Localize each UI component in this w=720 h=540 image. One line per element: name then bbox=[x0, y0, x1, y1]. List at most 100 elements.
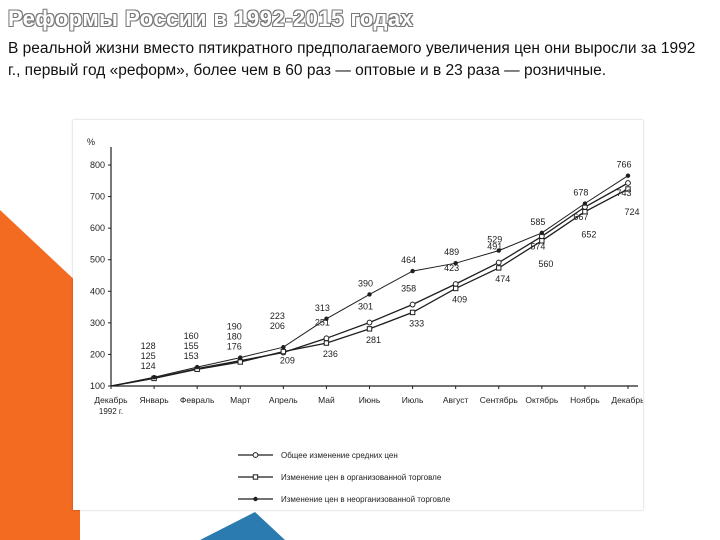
data-label-series-3: 464 bbox=[401, 255, 416, 265]
data-label-series-2: 652 bbox=[581, 230, 596, 240]
series-3-point bbox=[281, 344, 286, 350]
orange-triangle-decoration bbox=[0, 210, 80, 540]
y-tick-label: 600 bbox=[90, 223, 105, 233]
data-label-series-3: 678 bbox=[573, 188, 588, 198]
series-2-point bbox=[237, 359, 243, 365]
y-tick-label: 300 bbox=[90, 318, 105, 328]
series-2-point bbox=[323, 340, 330, 346]
blue-corner-decoration bbox=[200, 512, 285, 540]
data-label-series-1: 358 bbox=[401, 284, 416, 294]
series-1-point bbox=[625, 180, 631, 186]
series-3-point bbox=[238, 355, 243, 360]
series-3-point bbox=[453, 260, 458, 266]
series-3-point bbox=[410, 268, 415, 274]
data-label-series-3: 313 bbox=[315, 303, 330, 313]
series-3-point bbox=[496, 248, 501, 253]
series-3-point bbox=[539, 230, 545, 236]
y-tick-label: 200 bbox=[90, 349, 105, 359]
x-tick-label: Март bbox=[230, 395, 250, 405]
data-label-series-3: 190 bbox=[227, 322, 242, 332]
series-2-point bbox=[625, 186, 631, 192]
data-label-series-3: 585 bbox=[530, 217, 545, 227]
data-label-series-2: 176 bbox=[227, 342, 242, 352]
data-label-series-1: 155 bbox=[184, 341, 199, 351]
data-label-series-1: 206 bbox=[270, 321, 285, 331]
series-1-point bbox=[452, 281, 459, 287]
data-label-series-3: 390 bbox=[358, 278, 373, 288]
legend-marker-2 bbox=[252, 474, 259, 480]
series-1-point bbox=[409, 301, 416, 308]
data-label-series-3: 766 bbox=[616, 160, 631, 170]
data-label-series-1: 180 bbox=[227, 332, 242, 342]
series-3-point bbox=[367, 292, 372, 297]
y-tick-label: 800 bbox=[90, 160, 105, 170]
series-3-point bbox=[625, 173, 631, 178]
data-label-series-1: 251 bbox=[315, 317, 330, 327]
chart-card: % 100 200 300 400 500 600 700 800 Декабрь Январь Фе… bbox=[73, 120, 643, 510]
series-3-point bbox=[324, 316, 329, 321]
series-1-point bbox=[495, 259, 502, 266]
data-label-series-2: 724 bbox=[624, 207, 639, 217]
data-label-series-3: 489 bbox=[444, 247, 459, 257]
y-tick-label: 700 bbox=[90, 192, 105, 202]
x-tick-label: Декабрь bbox=[94, 395, 128, 405]
data-label-series-2: 474 bbox=[495, 274, 510, 284]
series-2-point bbox=[366, 326, 373, 332]
series-2-point bbox=[280, 348, 287, 355]
data-label-series-2: 236 bbox=[323, 349, 338, 359]
x-tick-label: Апрель bbox=[269, 395, 298, 405]
series-3-point bbox=[151, 374, 157, 380]
y-tick-label: 400 bbox=[90, 286, 105, 296]
series-2-point bbox=[582, 209, 588, 215]
data-label-series-1: 574 bbox=[530, 241, 545, 251]
series-2-point bbox=[409, 309, 416, 316]
data-label-series-2: 209 bbox=[280, 356, 295, 366]
legend-marker-3 bbox=[253, 496, 258, 502]
legend-label-2: Изменение цен в организованной торговле bbox=[281, 473, 442, 482]
slide-text: В реальной жизни вместо пятикратного пре… bbox=[8, 40, 696, 79]
data-label-series-3: 529 bbox=[487, 235, 502, 245]
x-tick-label: Август bbox=[443, 395, 469, 405]
data-label-series-2: 560 bbox=[538, 259, 553, 269]
x-tick-label: Октябрь bbox=[525, 395, 559, 405]
data-label-series-1: 125 bbox=[141, 351, 156, 361]
data-label-series-1: 491 bbox=[487, 242, 502, 252]
data-label-series-2: 409 bbox=[452, 294, 467, 304]
y-axis-label: % bbox=[87, 137, 95, 147]
y-tick-label: 500 bbox=[90, 255, 105, 265]
data-label-series-1: 301 bbox=[358, 302, 373, 312]
data-label-series-2: 333 bbox=[409, 318, 424, 328]
series-1-point bbox=[323, 335, 330, 342]
legend-marker-1 bbox=[252, 452, 259, 458]
x-tick-label: Ноябрь bbox=[570, 395, 600, 405]
series-2-point bbox=[539, 238, 545, 244]
series-2-point bbox=[496, 265, 502, 271]
slide-title: Реформы России в 1992-2015 годах bbox=[8, 6, 414, 31]
price-growth-chart: % 100 200 300 400 500 600 700 800 Декабрь Январь Фе… bbox=[87, 137, 643, 504]
data-label-series-2: 281 bbox=[366, 335, 381, 345]
legend-label-3: Изменение цен в неорганизованной торговл… bbox=[281, 495, 451, 504]
x-tick-label: Май bbox=[318, 395, 335, 405]
x-tick-label: Февраль bbox=[180, 395, 215, 405]
data-label-series-2: 153 bbox=[184, 351, 199, 361]
data-label-series-3: 128 bbox=[141, 341, 156, 351]
x-tick-label: Январь bbox=[140, 395, 170, 405]
x-tick-note: 1992 г. bbox=[99, 407, 123, 416]
data-label-series-3: 160 bbox=[184, 331, 199, 341]
x-tick-label: Июнь bbox=[359, 395, 381, 405]
series-3-point bbox=[582, 201, 588, 206]
x-tick-label: Сентябрь bbox=[480, 395, 519, 405]
series-3-point bbox=[194, 364, 200, 370]
x-tick-label: Июль bbox=[402, 395, 424, 405]
series-2-point bbox=[452, 285, 459, 292]
data-label-series-3: 223 bbox=[270, 311, 285, 321]
y-tick-label: 100 bbox=[90, 381, 105, 391]
series-1-point bbox=[366, 319, 373, 326]
data-label-series-1: 423 bbox=[444, 263, 459, 273]
data-label-series-1: 667 bbox=[573, 212, 588, 222]
data-label-series-1: 743 bbox=[616, 188, 631, 198]
data-label-series-2: 124 bbox=[141, 361, 156, 371]
x-tick-label: Декабрь bbox=[611, 395, 643, 405]
legend-label-1: Общее изменение средних цен bbox=[281, 451, 398, 460]
